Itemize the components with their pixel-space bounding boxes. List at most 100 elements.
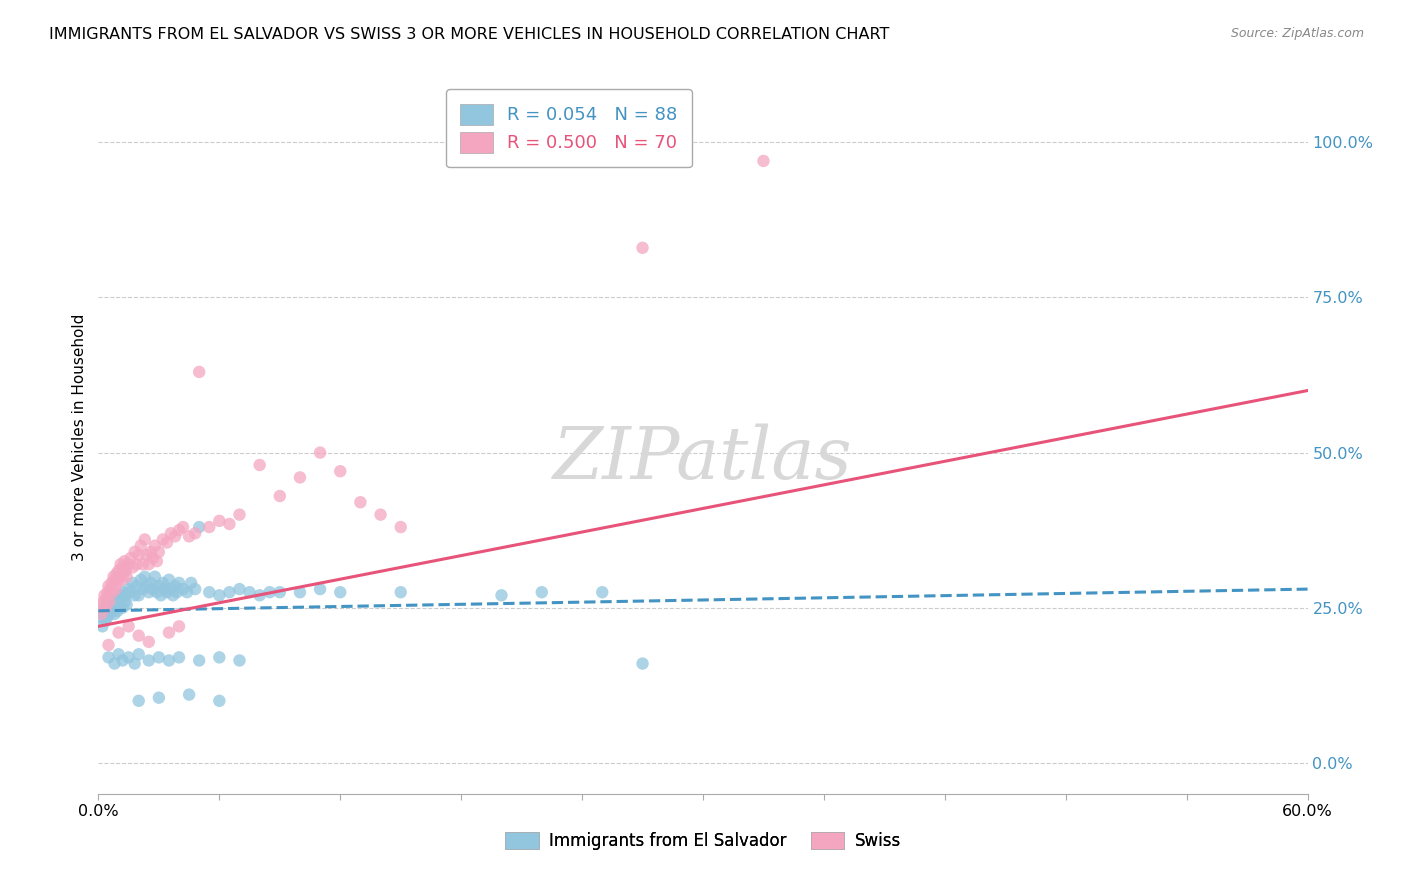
Point <box>153 582 176 596</box>
Point <box>148 545 170 559</box>
Point <box>110 591 132 606</box>
Point <box>124 657 146 671</box>
Point <box>103 598 125 612</box>
Point <box>188 653 211 667</box>
Point <box>97 638 120 652</box>
Point <box>329 585 352 599</box>
Point <box>100 604 122 618</box>
Point <box>118 650 141 665</box>
Point <box>142 551 165 566</box>
Point <box>269 489 291 503</box>
Point <box>104 582 127 596</box>
Point <box>269 585 291 599</box>
Point <box>389 520 412 534</box>
Point <box>108 598 131 612</box>
Point <box>228 582 250 596</box>
Point <box>115 570 138 584</box>
Point <box>631 657 654 671</box>
Point <box>156 535 179 549</box>
Point <box>107 647 129 661</box>
Point <box>167 523 190 537</box>
Point <box>132 582 155 596</box>
Point <box>160 582 183 596</box>
Point <box>110 588 132 602</box>
Point <box>94 600 117 615</box>
Point <box>134 533 156 547</box>
Point <box>114 588 136 602</box>
Point <box>100 600 122 615</box>
Point <box>98 607 121 621</box>
Point <box>163 579 186 593</box>
Point <box>179 529 201 543</box>
Point <box>288 470 311 484</box>
Point <box>128 694 150 708</box>
Point <box>105 566 128 581</box>
Point <box>128 629 150 643</box>
Point <box>149 588 172 602</box>
Point <box>93 600 115 615</box>
Point <box>157 625 180 640</box>
Point <box>530 585 553 599</box>
Point <box>110 558 132 572</box>
Point <box>128 548 150 562</box>
Point <box>208 514 231 528</box>
Point <box>128 647 150 661</box>
Point <box>198 520 221 534</box>
Point <box>162 588 184 602</box>
Point <box>389 585 412 599</box>
Point <box>152 533 174 547</box>
Point <box>128 588 150 602</box>
Point <box>108 570 131 584</box>
Point <box>135 548 157 562</box>
Point <box>132 558 155 572</box>
Point <box>188 520 211 534</box>
Point <box>184 582 207 596</box>
Text: Source: ZipAtlas.com: Source: ZipAtlas.com <box>1230 27 1364 40</box>
Point <box>111 600 134 615</box>
Point <box>107 625 129 640</box>
Point <box>93 588 115 602</box>
Point <box>91 598 114 612</box>
Point <box>97 579 120 593</box>
Point <box>146 554 169 568</box>
Text: IMMIGRANTS FROM EL SALVADOR VS SWISS 3 OR MORE VEHICLES IN HOUSEHOLD CORRELATION: IMMIGRANTS FROM EL SALVADOR VS SWISS 3 O… <box>49 27 890 42</box>
Point <box>208 650 231 665</box>
Point <box>101 585 124 599</box>
Point <box>188 365 211 379</box>
Point <box>103 657 125 671</box>
Point <box>138 635 160 649</box>
Point <box>591 585 613 599</box>
Point <box>752 153 775 168</box>
Point <box>249 588 271 602</box>
Point <box>98 594 121 608</box>
Point <box>176 585 198 599</box>
Point <box>124 588 146 602</box>
Point <box>208 694 231 708</box>
Point <box>118 619 141 633</box>
Point <box>121 560 143 574</box>
Point <box>156 585 179 599</box>
Point <box>134 570 156 584</box>
Point <box>112 585 135 599</box>
Point <box>96 610 118 624</box>
Point <box>94 613 117 627</box>
Point <box>329 464 352 478</box>
Point <box>172 520 194 534</box>
Point <box>249 458 271 472</box>
Point <box>143 539 166 553</box>
Point <box>114 594 136 608</box>
Point <box>259 585 281 599</box>
Point <box>96 591 118 606</box>
Point <box>125 579 148 593</box>
Point <box>93 607 115 621</box>
Point <box>180 575 202 590</box>
Legend: Immigrants from El Salvador, Swiss: Immigrants from El Salvador, Swiss <box>499 825 907 857</box>
Point <box>112 566 135 581</box>
Point <box>107 594 129 608</box>
Point <box>152 575 174 590</box>
Point <box>103 607 125 621</box>
Point <box>103 573 125 587</box>
Point <box>309 445 332 459</box>
Point <box>101 594 124 608</box>
Point <box>97 598 120 612</box>
